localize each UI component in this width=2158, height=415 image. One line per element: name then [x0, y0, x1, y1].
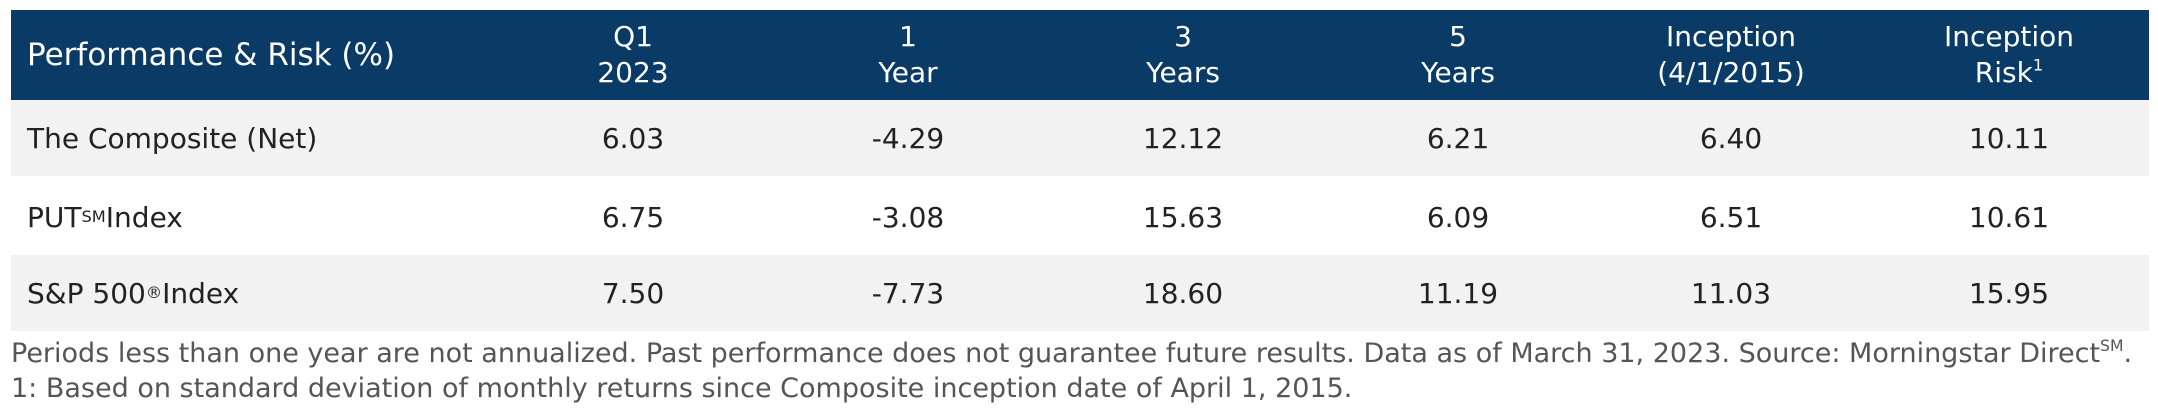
row-label: S&P 500 ® Index	[27, 276, 240, 310]
label-text: Index	[105, 200, 183, 234]
table-title: Performance & Risk (%)	[27, 37, 396, 73]
header-line: Years	[1421, 55, 1495, 91]
header-text: Risk	[1974, 56, 2033, 89]
header-line: Inception	[1944, 19, 2074, 55]
value-cell: 6.09	[1426, 200, 1490, 234]
footnote-text: Periods less than one year are not annua…	[11, 338, 2101, 369]
value-cell: 6.40	[1699, 121, 1763, 155]
table-row: S&P 500 ® Index 7.50 -7.73 18.60 11.19 11.03 15…	[11, 255, 2149, 331]
value-cell: 6.21	[1426, 121, 1490, 155]
value-cell: 11.03	[1690, 276, 1772, 310]
column-header: Q1 2023	[503, 10, 763, 100]
table-row: The Composite (Net) 6.03 -4.29 12.12 6.21 6.4…	[11, 100, 2149, 176]
header-text: Inception	[1665, 20, 1797, 53]
value-cell: -3.08	[871, 200, 945, 234]
value-cell: 15.63	[1142, 200, 1224, 234]
superscript: 1	[2032, 55, 2044, 75]
value-cell: 10.11	[1968, 121, 2050, 155]
label-text: The Composite (Net)	[27, 121, 318, 155]
header-text: Q1	[613, 20, 653, 53]
value-cell: 15.95	[1968, 276, 2050, 310]
table-row: PUT SM Index 6.75 -3.08 15.63 6.09 6.51 10.61	[11, 179, 2149, 255]
header-text: Year	[878, 56, 938, 89]
header-text: 1	[899, 20, 917, 53]
header-text: Years	[1146, 56, 1220, 89]
header-text: Inception	[1943, 20, 2075, 53]
header-text: (4/1/2015)	[1657, 56, 1805, 89]
value-cell: 6.75	[601, 200, 665, 234]
column-header: 1 Year	[778, 10, 1038, 100]
value-cell: 10.61	[1968, 200, 2050, 234]
header-line: (4/1/2015)	[1657, 55, 1805, 91]
footnote: 1: Based on standard deviation of monthl…	[11, 373, 1352, 404]
superscript: SM	[2100, 336, 2124, 356]
column-header: Inception (4/1/2015)	[1601, 10, 1861, 100]
label-text: Index	[162, 276, 240, 310]
header-text: 3	[1174, 20, 1192, 53]
footnote-text: 1: Based on standard deviation of monthl…	[11, 373, 1353, 404]
column-header: 3 Years	[1053, 10, 1313, 100]
value-cell: -4.29	[871, 121, 945, 155]
row-label: The Composite (Net)	[27, 100, 317, 176]
header-text: Years	[1421, 56, 1495, 89]
header-text: 2023	[597, 56, 669, 89]
header-line: Years	[1146, 55, 1220, 91]
column-header: Inception Risk1	[1879, 10, 2139, 100]
value-cell: 12.12	[1142, 121, 1224, 155]
value-cell: 7.50	[601, 276, 665, 310]
header-line: Inception	[1666, 19, 1796, 55]
header-text: 5	[1449, 20, 1467, 53]
value-cell: 11.19	[1417, 276, 1499, 310]
value-cell: 6.03	[601, 121, 665, 155]
value-cell: 18.60	[1142, 276, 1224, 310]
header-line: 1	[899, 19, 917, 55]
value-cell: -7.73	[871, 276, 945, 310]
header-line: Q1	[613, 19, 653, 55]
header-line: 3	[1174, 19, 1192, 55]
header-line: Risk1	[1975, 55, 2043, 91]
header-line: 2023	[597, 55, 668, 91]
row-label: PUT SM Index	[27, 200, 183, 234]
footnote: Periods less than one year are not annua…	[11, 338, 2132, 369]
label-text: PUT	[27, 200, 82, 234]
header-line: 5	[1449, 19, 1467, 55]
value-cell: 6.51	[1699, 200, 1763, 234]
footnote-text: .	[2123, 338, 2133, 369]
header-line: Year	[878, 55, 937, 91]
label-text: S&P 500	[27, 276, 146, 310]
table-header: Performance & Risk (%) Q1 2023 1 Year 3 Years…	[11, 10, 2149, 100]
column-header: 5 Years	[1328, 10, 1588, 100]
